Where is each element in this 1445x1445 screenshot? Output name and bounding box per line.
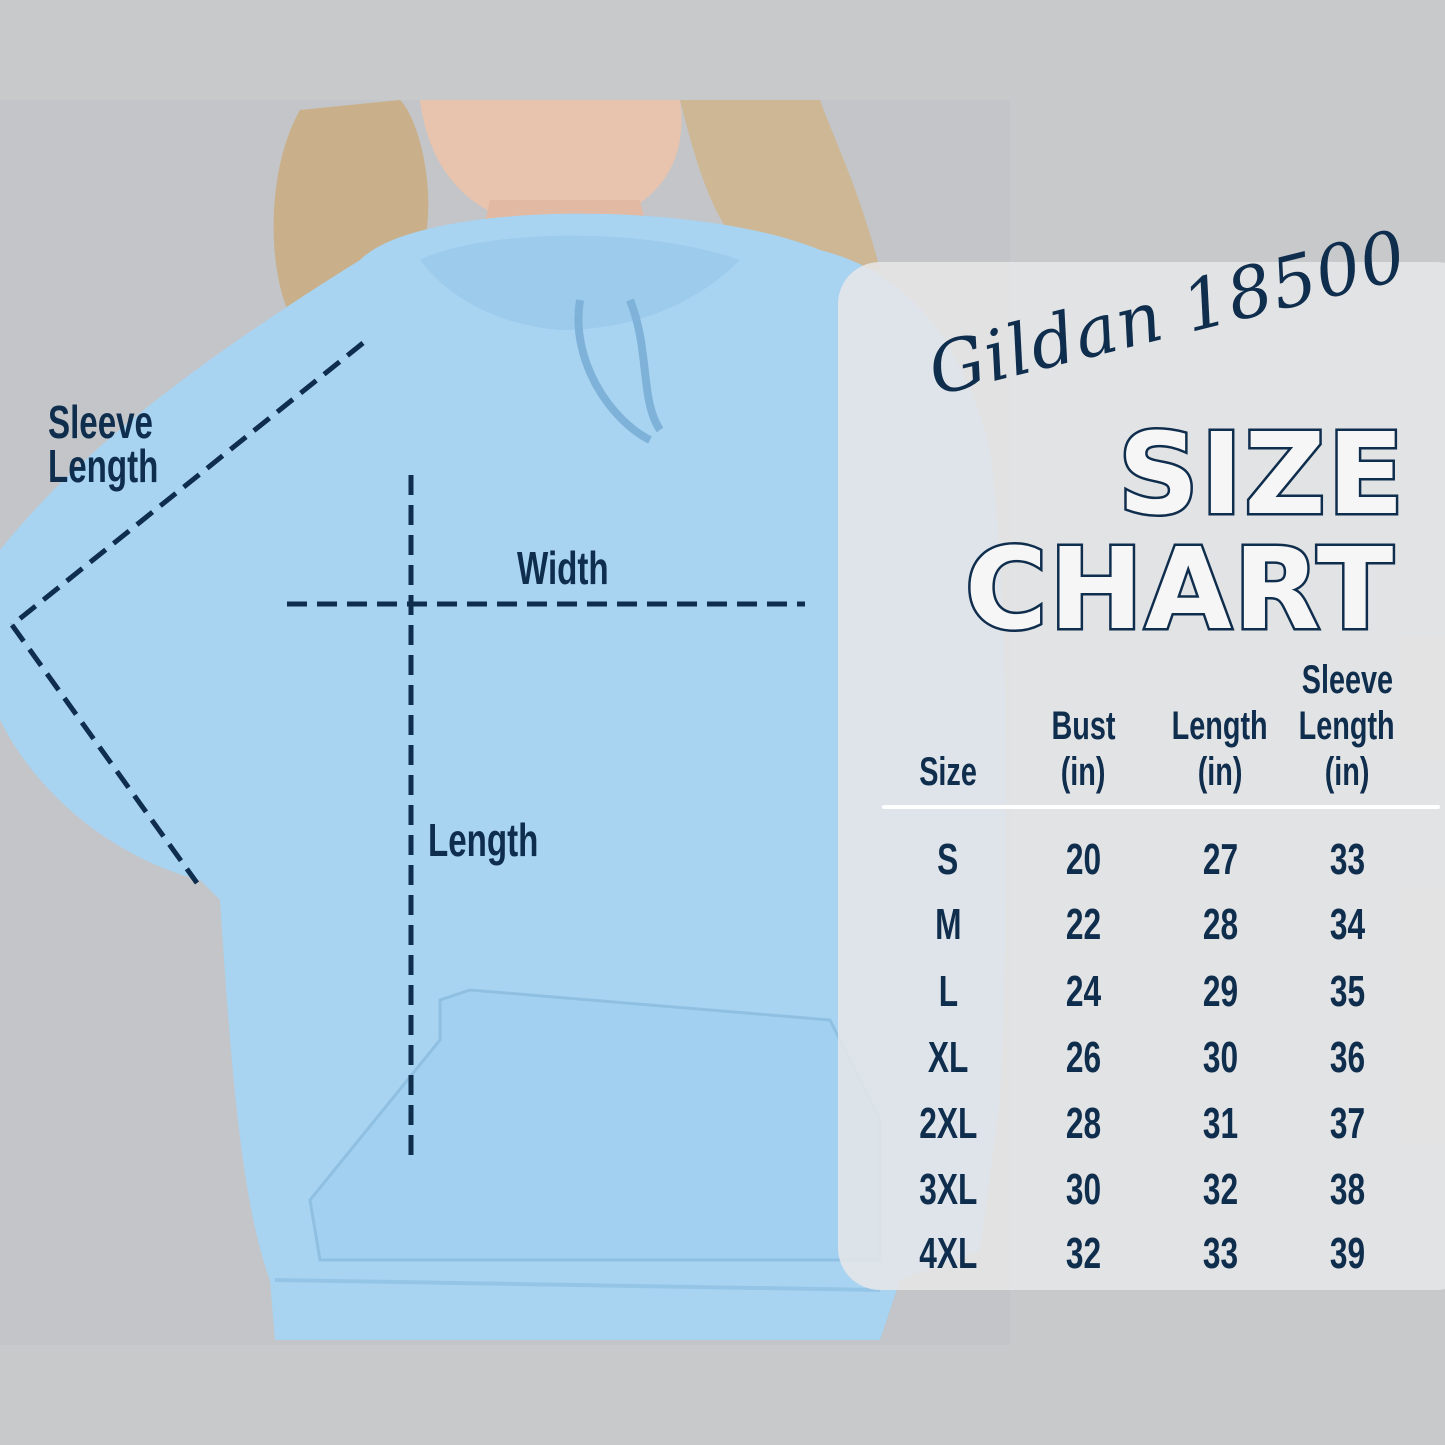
size-heading: SIZE	[1115, 408, 1407, 543]
chart-heading: CHART	[962, 523, 1396, 658]
table-cell-value: 29	[1202, 967, 1238, 1016]
table-cell-value: 38	[1329, 1165, 1365, 1214]
sleeve-measure-line-lower	[9, 623, 200, 885]
column-header-line: Bust	[1050, 704, 1115, 748]
column-header-line: (in)	[1324, 750, 1370, 794]
table-cell-value: 2XL	[918, 1099, 978, 1148]
length-text: Length	[428, 814, 539, 866]
width-label: Width	[517, 542, 644, 594]
table-cell-value: 34	[1329, 900, 1365, 949]
table-cell: 39	[1267, 1231, 1427, 1277]
length-label: Length	[428, 814, 581, 866]
table-cell: 32	[1003, 1231, 1163, 1277]
table-cell-value: 33	[1329, 835, 1365, 884]
sleeve-label-line1: Sleeve	[48, 396, 153, 448]
table-cell: L	[868, 969, 1028, 1015]
table-cell-value: 27	[1202, 835, 1238, 884]
table-cell-value: 28	[1202, 900, 1238, 949]
table-cell-value: 32	[1202, 1165, 1238, 1214]
table-cell-value: 26	[1065, 1033, 1101, 1082]
table-cell-value: 31	[1202, 1099, 1238, 1148]
sleeve-length-label: Sleeve Length	[48, 399, 201, 489]
table-cell-value: 3XL	[918, 1165, 978, 1214]
table-cell-value: 37	[1329, 1099, 1365, 1148]
width-text: Width	[517, 542, 609, 594]
table-cell-value: 32	[1065, 1229, 1101, 1278]
table-cell-value: 30	[1065, 1165, 1101, 1214]
table-cell: 29	[1140, 969, 1300, 1015]
table-cell-value: L	[938, 967, 958, 1016]
table-cell: 28	[1140, 902, 1300, 948]
table-cell: 24	[1003, 969, 1163, 1015]
table-cell: 2XL	[868, 1101, 1028, 1147]
table-cell: 30	[1140, 1035, 1300, 1081]
table-cell: 33	[1267, 837, 1427, 883]
table-cell: 27	[1140, 837, 1300, 883]
table-cell: 31	[1140, 1101, 1300, 1147]
column-header-line: Length	[1172, 704, 1268, 748]
header-divider	[882, 805, 1440, 809]
table-cell: 35	[1267, 969, 1427, 1015]
column-header: Size	[868, 749, 1028, 795]
table-cell: 36	[1267, 1035, 1427, 1081]
table-cell-value: 24	[1065, 967, 1101, 1016]
column-header-line: Length	[1299, 704, 1395, 748]
table-cell-value: 39	[1329, 1229, 1365, 1278]
table-cell-value: S	[937, 835, 959, 884]
table-cell: 34	[1267, 902, 1427, 948]
table-cell: 28	[1003, 1101, 1163, 1147]
table-cell: 32	[1140, 1167, 1300, 1213]
table-cell: 38	[1267, 1167, 1427, 1213]
table-cell: 3XL	[868, 1167, 1028, 1213]
table-cell-value: M	[934, 900, 962, 949]
table-cell: M	[868, 902, 1028, 948]
table-cell-value: 20	[1065, 835, 1101, 884]
column-header-line: Size	[919, 750, 977, 794]
column-header-line: (in)	[1197, 750, 1243, 794]
table-cell: XL	[868, 1035, 1028, 1081]
column-header: Bust (in)	[1003, 703, 1163, 795]
table-cell: S	[868, 837, 1028, 883]
column-header-line: (in)	[1060, 750, 1106, 794]
table-cell: 4XL	[868, 1231, 1028, 1277]
table-cell: 33	[1140, 1231, 1300, 1277]
table-cell: 26	[1003, 1035, 1163, 1081]
table-cell: 30	[1003, 1167, 1163, 1213]
table-cell-value: 30	[1202, 1033, 1238, 1082]
table-cell: 37	[1267, 1101, 1427, 1147]
sleeve-label-line2: Length	[48, 440, 159, 492]
column-header-line: Sleeve	[1301, 658, 1393, 702]
column-header: Length (in)	[1140, 703, 1300, 795]
table-cell: 22	[1003, 902, 1163, 948]
table-cell: 20	[1003, 837, 1163, 883]
column-header: Sleeve Length (in)	[1267, 657, 1427, 795]
table-cell-value: 28	[1065, 1099, 1101, 1148]
sleeve-measure-line	[10, 341, 365, 627]
table-cell-value: 4XL	[918, 1229, 978, 1278]
table-cell-value: 36	[1329, 1033, 1365, 1082]
size-chart-panel	[838, 262, 1445, 1290]
table-cell-value: 33	[1202, 1229, 1238, 1278]
table-cell-value: 22	[1065, 900, 1101, 949]
table-cell-value: 35	[1329, 967, 1365, 1016]
table-cell-value: XL	[927, 1033, 969, 1082]
